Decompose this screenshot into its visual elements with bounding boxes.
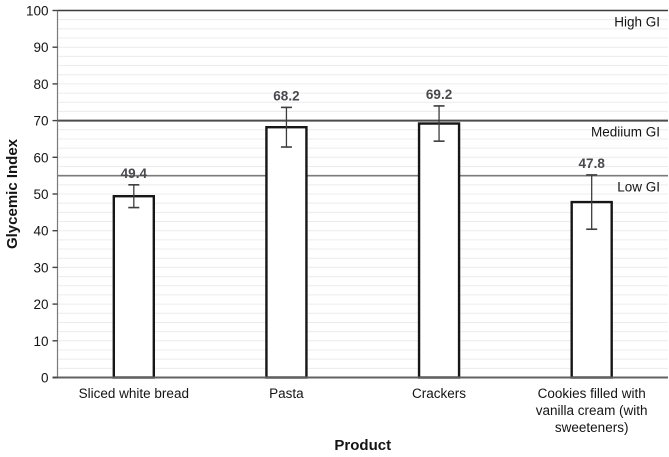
y-axis-title: Glycemic Index [4,138,21,249]
y-tick-label: 80 [33,77,48,92]
y-tick-label: 70 [33,114,48,129]
y-tick-label: 100 [26,4,49,19]
zone-label-low-gi: Low GI [617,180,660,195]
value-label: 69.2 [426,87,452,102]
y-tick-label: 40 [33,224,48,239]
y-tick-label: 30 [33,260,48,275]
category-label: Cookies filled with vanilla cream (with sw… [536,386,648,435]
x-axis-title: Product [334,437,391,454]
y-tick-label: 20 [33,297,48,312]
zone-label-high-gi: High GI [614,15,660,30]
y-tick-label: 60 [33,150,48,165]
value-label: 47.8 [579,156,606,171]
zone-label-mediium-gi: Mediium GI [591,125,660,140]
bar-3 [417,122,461,379]
y-tick-label: 10 [33,334,48,349]
value-label: 68.2 [273,88,299,103]
category-label: Pasta [269,386,304,401]
value-label: 49.4 [121,166,148,181]
y-tick-label: 50 [33,187,48,202]
category-label: Crackers [412,386,466,401]
bar-2 [265,126,308,379]
category-label: Sliced white bread [79,386,189,401]
bar-1 [112,195,156,379]
y-tick-label: 0 [41,371,49,386]
y-tick-label: 90 [33,40,48,55]
